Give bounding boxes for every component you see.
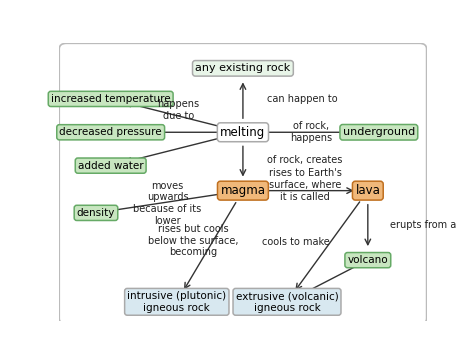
Text: of rock, creates: of rock, creates [267, 155, 342, 165]
Text: cools to make: cools to make [262, 237, 330, 247]
Text: magma: magma [220, 184, 265, 197]
Text: of rock,
happens: of rock, happens [290, 121, 332, 143]
Text: extrusive (volcanic)
igneous rock: extrusive (volcanic) igneous rock [236, 291, 338, 313]
Text: decreased pressure: decreased pressure [59, 127, 162, 137]
Text: density: density [77, 208, 115, 218]
Text: rises to Earth's
surface, where
it is called: rises to Earth's surface, where it is ca… [269, 169, 342, 202]
Text: any existing rock: any existing rock [195, 63, 291, 73]
Text: happens
due to: happens due to [157, 99, 200, 121]
Text: can happen to: can happen to [267, 94, 337, 104]
Text: increased temperature: increased temperature [51, 94, 171, 104]
Text: moves
upwards
because of its
lower: moves upwards because of its lower [134, 181, 202, 226]
FancyBboxPatch shape [59, 43, 427, 324]
Text: added water: added water [78, 161, 144, 171]
Text: volcano: volcano [347, 255, 388, 265]
Text: erupts from a: erupts from a [390, 220, 456, 230]
Text: melting: melting [220, 126, 265, 139]
Text: lava: lava [356, 184, 380, 197]
Text: intrusive (plutonic)
igneous rock: intrusive (plutonic) igneous rock [127, 291, 227, 313]
Text: rises but cools
below the surface,
becoming: rises but cools below the surface, becom… [148, 224, 238, 257]
Text: underground: underground [343, 127, 415, 137]
